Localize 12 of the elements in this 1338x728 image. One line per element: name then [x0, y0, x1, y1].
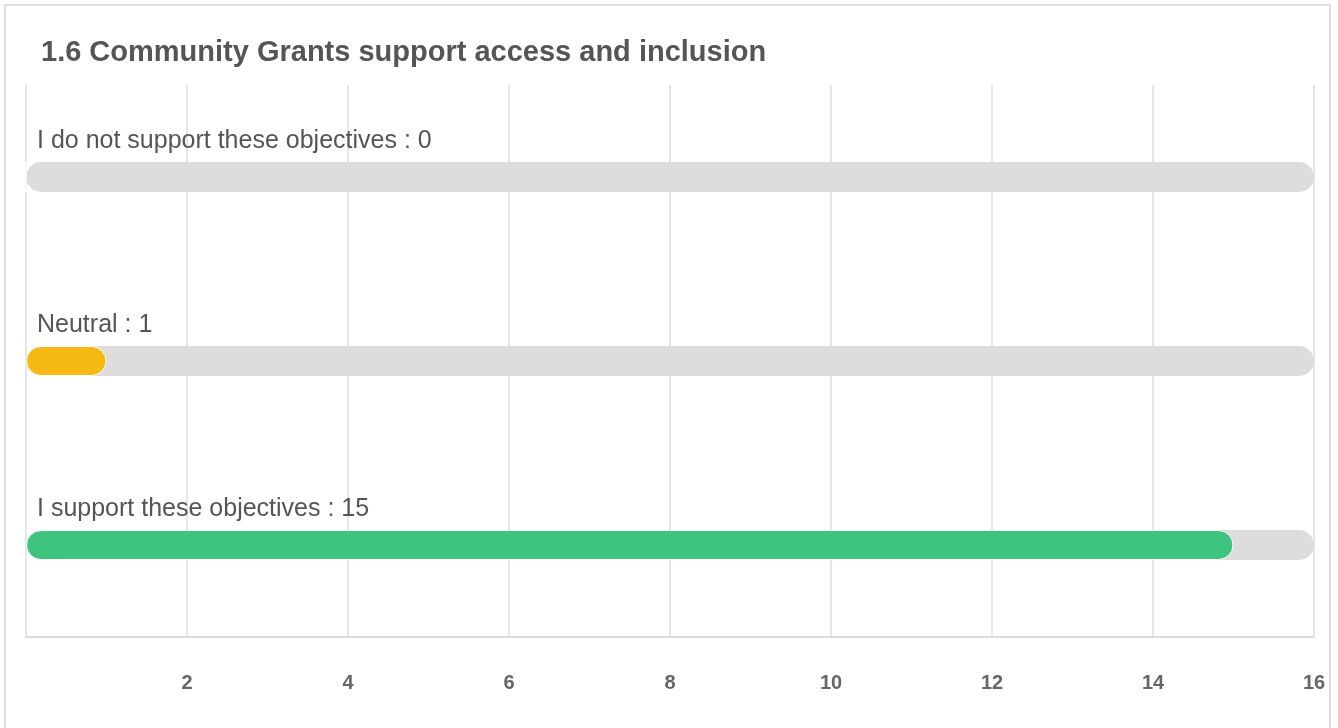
x-tick-label: 12 [980, 671, 1004, 693]
y-tick-label: Neutral : 1 [37, 308, 153, 337]
x-tick-label: 16 [1302, 671, 1326, 693]
x-tick-label: 4 [342, 671, 355, 693]
y-tick-label: I support these objectives : 15 [37, 492, 370, 521]
y-tick-label: I do not support these objectives : 0 [37, 124, 432, 153]
x-tick-label: 14 [1141, 671, 1165, 693]
x-tick-label: 8 [664, 671, 676, 693]
chart-title: 1.6 Community Grants support access and inclusion [41, 34, 767, 67]
x-tick-label: 2 [181, 671, 193, 693]
x-tick-label: 10 [819, 671, 843, 693]
x-tick-label: 6 [503, 671, 515, 693]
